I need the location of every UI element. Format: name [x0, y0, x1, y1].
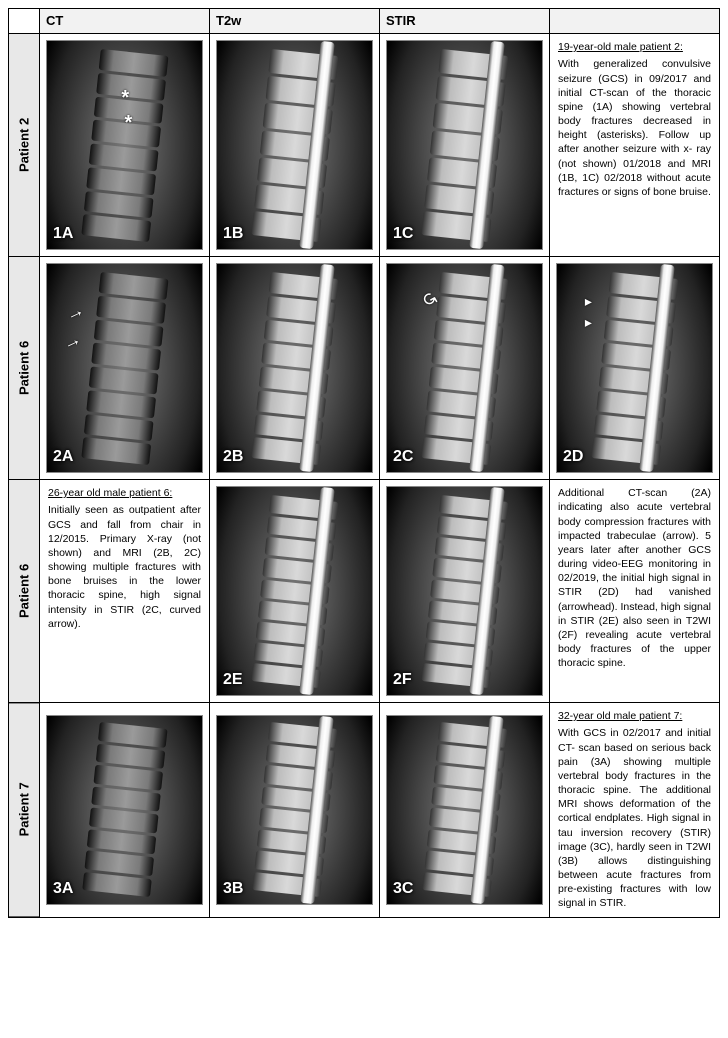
img-1a: * * 1A — [40, 34, 209, 256]
tag-2f: 2F — [393, 671, 412, 689]
desc-p6a-body: Initially seen as outpatient after GCS a… — [48, 504, 201, 629]
img-3c: 3C — [380, 703, 549, 916]
desc-patient-2: 19-year-old male patient 2: With general… — [550, 34, 719, 256]
tag-2c: 2C — [393, 448, 413, 466]
desc-patient-6b: Additional CT-scan (2A) indicating also … — [550, 480, 719, 702]
img-2b: 2B — [210, 257, 379, 479]
header-ct: CT — [40, 9, 209, 33]
tag-2d: 2D — [563, 448, 583, 466]
img-2e: 2E — [210, 480, 379, 702]
desc-p6a-title: 26-year old male patient 6: — [48, 486, 201, 500]
desc-p7-body: With GCS in 02/2017 and initial CT- scan… — [558, 727, 711, 909]
desc-patient-6a: 26-year old male patient 6: Initially se… — [40, 480, 209, 702]
tag-3a: 3A — [53, 880, 73, 898]
desc-p6b-body: Additional CT-scan (2A) indicating also … — [558, 487, 711, 669]
rowlabel-patient-2: Patient 2 — [9, 34, 39, 256]
img-3a: 3A — [40, 703, 209, 916]
img-1c: 1C — [380, 34, 549, 256]
tag-2e: 2E — [223, 671, 243, 689]
rowlabel-patient-7: Patient 7 — [9, 703, 39, 916]
desc-p7-title: 32-year old male patient 7: — [558, 709, 711, 723]
tag-1c: 1C — [393, 225, 413, 243]
header-desc — [550, 9, 719, 33]
tag-2b: 2B — [223, 448, 243, 466]
img-2f: 2F — [380, 480, 549, 702]
img-1b: 1B — [210, 34, 379, 256]
rowlabel-patient-6b: Patient 6 — [9, 480, 39, 702]
header-t2w: T2w — [210, 9, 379, 33]
figure-grid: CT T2w STIR Patient 2 * * 1A 1B 1C 19-ye… — [8, 8, 720, 918]
tag-1b: 1B — [223, 225, 243, 243]
img-2a: → → 2A — [40, 257, 209, 479]
desc-p2-body: With generalized convulsive seizure (GCS… — [558, 58, 711, 198]
tag-1a: 1A — [53, 225, 73, 243]
img-2d: ▸ ▸ 2D — [550, 257, 719, 479]
rowlabel-patient-6a: Patient 6 — [9, 257, 39, 479]
tag-3b: 3B — [223, 880, 243, 898]
img-3b: 3B — [210, 703, 379, 916]
desc-p2-title: 19-year-old male patient 2: — [558, 40, 711, 54]
img-2c: ↺ 2C — [380, 257, 549, 479]
desc-patient-7: 32-year old male patient 7: With GCS in … — [550, 703, 719, 916]
tag-3c: 3C — [393, 880, 413, 898]
header-blank — [9, 9, 39, 33]
tag-2a: 2A — [53, 448, 73, 466]
header-stir: STIR — [380, 9, 549, 33]
